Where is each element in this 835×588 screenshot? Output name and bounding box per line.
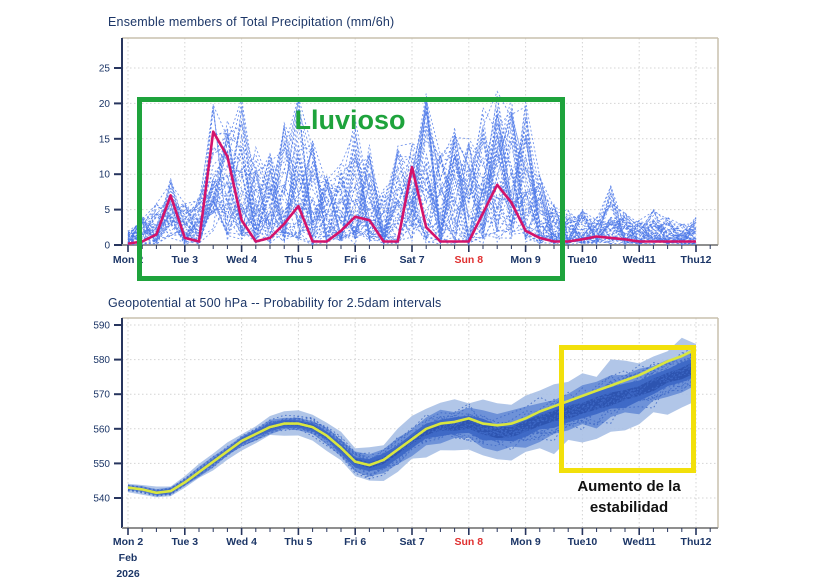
svg-text:Mon 2: Mon 2: [113, 254, 143, 266]
svg-text:Sun 8: Sun 8: [455, 254, 484, 266]
svg-text:10: 10: [99, 170, 111, 181]
svg-text:Tue 3: Tue 3: [171, 254, 198, 266]
svg-text:Feb: Feb: [119, 552, 138, 564]
stability-highlight-box: [559, 345, 696, 473]
svg-text:570: 570: [93, 390, 110, 401]
svg-text:Tue10: Tue10: [568, 254, 598, 266]
svg-text:15: 15: [99, 134, 111, 145]
stability-annotation-line2: estabilidad: [589, 499, 669, 516]
svg-text:5: 5: [104, 205, 110, 216]
svg-text:Thu 5: Thu 5: [284, 536, 312, 548]
svg-text:Thu12: Thu12: [681, 254, 712, 266]
svg-text:Mon 9: Mon 9: [510, 254, 540, 266]
svg-text:Tue10: Tue10: [568, 536, 598, 548]
svg-text:Fri 6: Fri 6: [344, 254, 366, 266]
svg-text:Sat 7: Sat 7: [399, 254, 424, 266]
svg-text:25: 25: [99, 64, 111, 75]
svg-text:20: 20: [99, 99, 111, 110]
svg-text:Mon 2: Mon 2: [113, 536, 143, 548]
precip-chart-title: Ensemble members of Total Precipitation …: [108, 15, 395, 29]
svg-text:Mon 9: Mon 9: [510, 536, 540, 548]
svg-text:0: 0: [104, 241, 110, 252]
svg-text:Thu 5: Thu 5: [284, 254, 312, 266]
svg-text:Wed 4: Wed 4: [226, 254, 257, 266]
svg-text:Fri 6: Fri 6: [344, 536, 366, 548]
svg-text:Wed11: Wed11: [623, 536, 656, 548]
svg-text:Tue 3: Tue 3: [171, 536, 198, 548]
svg-text:540: 540: [93, 494, 110, 505]
svg-text:Sun 8: Sun 8: [455, 536, 484, 548]
svg-text:590: 590: [93, 321, 110, 332]
rainy-annotation-label: Lluvioso: [294, 105, 406, 135]
svg-text:Wed11: Wed11: [623, 254, 656, 266]
svg-text:Sat 7: Sat 7: [399, 536, 424, 548]
svg-text:560: 560: [93, 424, 110, 435]
stability-annotation-label: Aumento de la estabilidad: [545, 476, 713, 518]
svg-text:2026: 2026: [116, 568, 140, 580]
geopotential-chart-title: Geopotential at 500 hPa -- Probability f…: [108, 296, 442, 310]
svg-text:Wed 4: Wed 4: [226, 536, 257, 548]
svg-text:550: 550: [93, 459, 110, 470]
svg-text:Thu12: Thu12: [681, 536, 712, 548]
stability-annotation-line1: Aumento de la: [577, 478, 681, 495]
rainy-period-highlight-box: [137, 97, 565, 281]
svg-text:580: 580: [93, 355, 110, 366]
